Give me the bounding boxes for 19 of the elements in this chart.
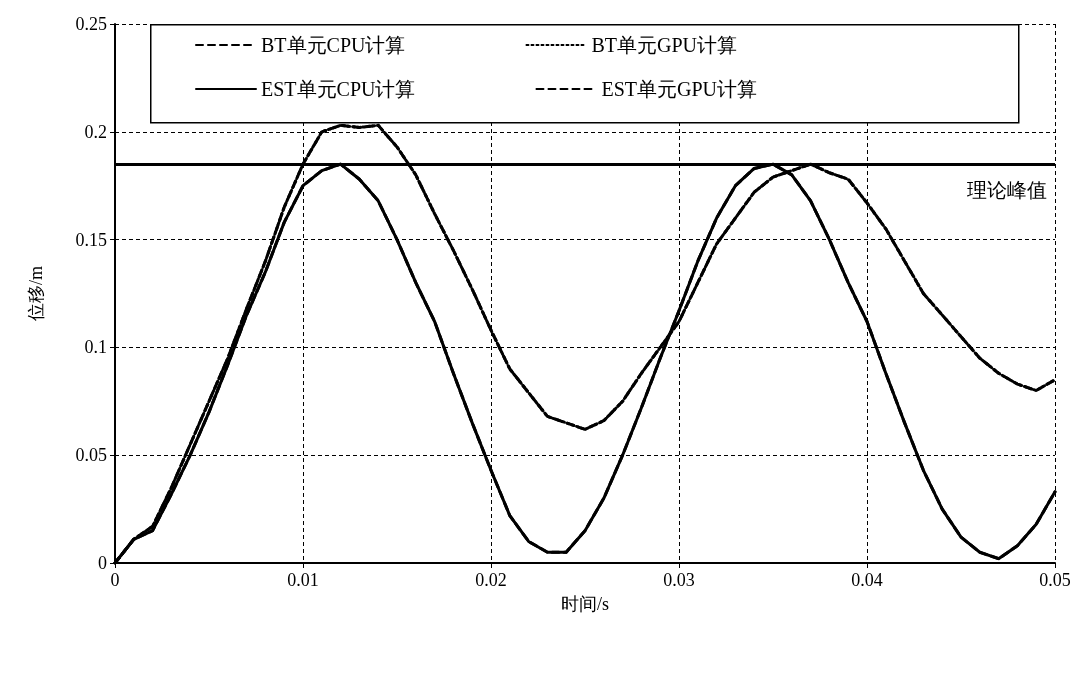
legend-label: EST单元GPU计算 bbox=[601, 78, 758, 100]
legend-label: EST单元CPU计算 bbox=[261, 78, 416, 100]
x-tick-label: 0.03 bbox=[663, 570, 695, 590]
x-tick-label: 0.05 bbox=[1039, 570, 1071, 590]
y-axis-title: 位移/m bbox=[26, 265, 46, 322]
legend-label: BT单元CPU计算 bbox=[261, 34, 406, 56]
y-tick-label: 0.25 bbox=[75, 14, 107, 34]
legend-label: BT单元GPU计算 bbox=[591, 34, 738, 56]
x-tick-label: 0 bbox=[110, 570, 120, 590]
y-tick-label: 0.2 bbox=[84, 121, 107, 142]
y-tick-label: 0.1 bbox=[84, 337, 107, 358]
ref-line-label: 理论峰值 bbox=[967, 179, 1047, 202]
x-tick-label: 0.04 bbox=[851, 570, 883, 590]
y-tick-label: 0.15 bbox=[75, 229, 107, 250]
x-tick-label: 0.01 bbox=[287, 570, 319, 590]
y-tick-label: 0.05 bbox=[75, 445, 107, 466]
x-tick-label: 0.02 bbox=[475, 570, 507, 590]
x-axis-title: 时间/s bbox=[560, 594, 610, 614]
y-tick-label: 0 bbox=[98, 553, 107, 573]
